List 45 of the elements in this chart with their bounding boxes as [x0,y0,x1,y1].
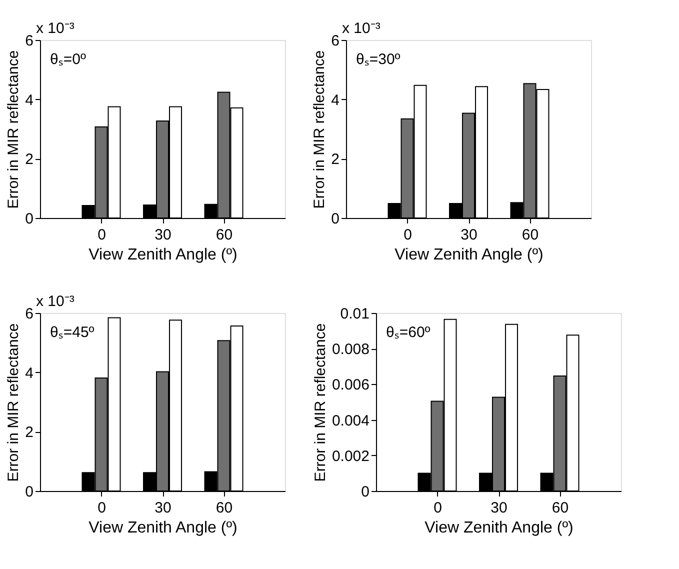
y-axis-title: Error in MIR reflectance [5,323,22,482]
y-tick-label: 0 [331,210,340,228]
annotation: θₛ=60º [386,324,431,341]
y-tick-label: 0.01 [340,306,370,322]
y-axis-title: Error in MIR reflectance [311,50,328,209]
y-tick-label: 2 [25,151,34,168]
annotation: θₛ=45º [50,324,95,341]
x-axis-title: View Zenith Angle (º) [424,520,574,536]
x-tick-label: 30 [154,500,172,516]
y-tick-label: 4 [331,92,340,109]
y-tick-label: 0 [25,210,34,228]
y-tick-label: 6 [25,32,34,50]
text: x 10⁻³ [342,20,380,37]
x-tick-label: 60 [216,500,233,516]
x-tick-label: 60 [552,500,569,516]
x-tick-label: 0 [404,226,412,244]
y-tick-label: 2 [25,424,34,442]
x-tick-label: 30 [154,226,172,244]
y-axis-title: Error in MIR reflectance [312,323,329,482]
y-tick-label: 0 [361,484,370,500]
y-tick-label: 0.004 [332,412,370,430]
y-tick-label: 0.006 [332,376,370,394]
y-axis-title: Error in MIR reflectance [5,50,22,209]
y-tick-label: 6 [25,306,34,322]
annotation: θₛ=30º [356,51,401,68]
y-tick-label: 4 [25,92,34,109]
y-tick-label: 0.002 [332,448,370,465]
y-tick-label: 0 [25,484,34,500]
x-tick-label: 30 [460,226,478,244]
y-tick-label: 4 [25,364,34,382]
y-tick-label: 6 [331,32,340,50]
text: x 10⁻³ [36,293,74,310]
x-tick-label: 60 [216,226,233,244]
x-tick-label: 60 [522,226,539,244]
x-tick-label: 0 [98,226,106,244]
x-tick-label: 30 [490,500,508,516]
x-tick-label: 0 [98,500,106,516]
y-tick-label: 2 [331,151,340,168]
text: x 10⁻³ [36,20,74,37]
annotation: θₛ=0º [50,51,86,68]
x-axis-title: View Zenith Angle (º) [88,520,238,536]
x-axis-title: View Zenith Angle (º) [88,246,238,264]
x-tick-label: 0 [434,500,442,516]
y-tick-label: 0.008 [332,341,370,358]
x-axis-title: View Zenith Angle (º) [394,246,544,264]
